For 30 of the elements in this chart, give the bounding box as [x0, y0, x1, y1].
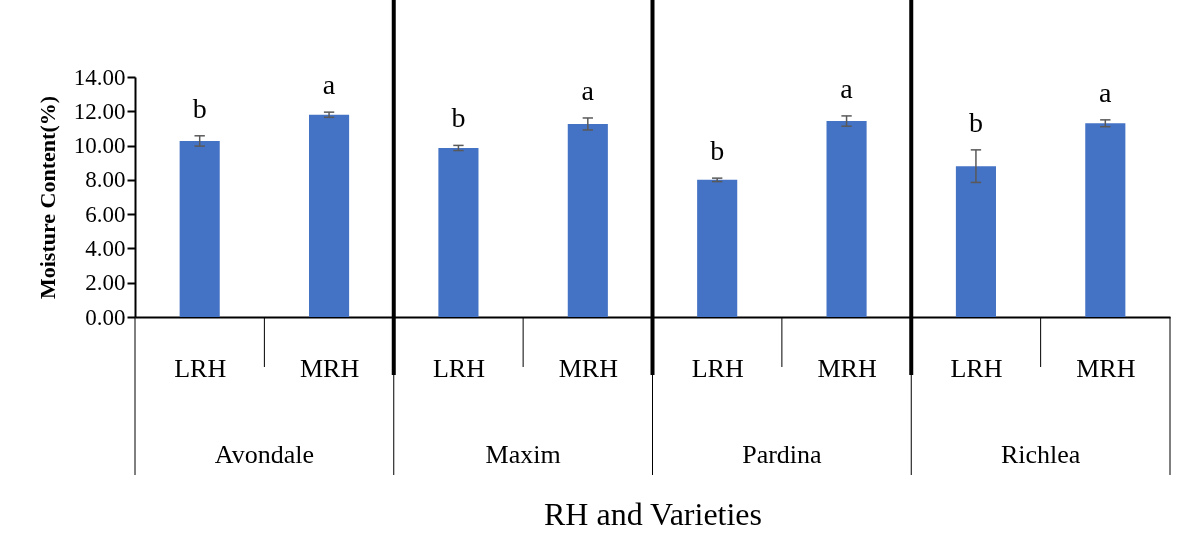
y-tick-label: 14.00	[73, 64, 126, 90]
x-axis-title: RH and Varieties	[543, 495, 763, 532]
y-tick-label: 6.00	[85, 201, 126, 227]
text: Richlea	[1000, 440, 1081, 469]
annotation: a	[1099, 76, 1113, 108]
annotation: a	[840, 72, 854, 104]
annotation: b	[451, 102, 466, 134]
annotation: b	[710, 135, 725, 167]
x-tick-label: LRH	[691, 353, 744, 383]
y-tick-label: 12.00	[73, 98, 126, 124]
x-tick-label: MRH	[299, 353, 360, 383]
annotation: b	[968, 106, 983, 138]
y-tick-label: 2.00	[85, 270, 126, 296]
annotation: a	[322, 69, 336, 101]
text: Avondale	[214, 440, 314, 469]
y-tick-label: 8.00	[85, 167, 126, 193]
text: Maxim	[485, 440, 561, 469]
annotation: b	[192, 92, 207, 124]
x-tick-label: LRH	[432, 353, 486, 383]
x-tick-label: MRH	[558, 353, 619, 383]
x-tick-label: LRH	[950, 353, 1003, 383]
y-tick-label: 4.00	[85, 235, 126, 261]
text: Pardina	[742, 440, 823, 469]
x-tick-label: MRH	[817, 353, 877, 383]
y-tick-label: 0.00	[85, 304, 126, 330]
x-tick-label: MRH	[1076, 353, 1136, 383]
y-tick-label: 10.00	[73, 133, 126, 159]
annotation: a	[581, 74, 595, 106]
x-tick-label: LRH	[174, 353, 227, 383]
y-axis-title: Moisture Content(%)	[34, 95, 60, 300]
